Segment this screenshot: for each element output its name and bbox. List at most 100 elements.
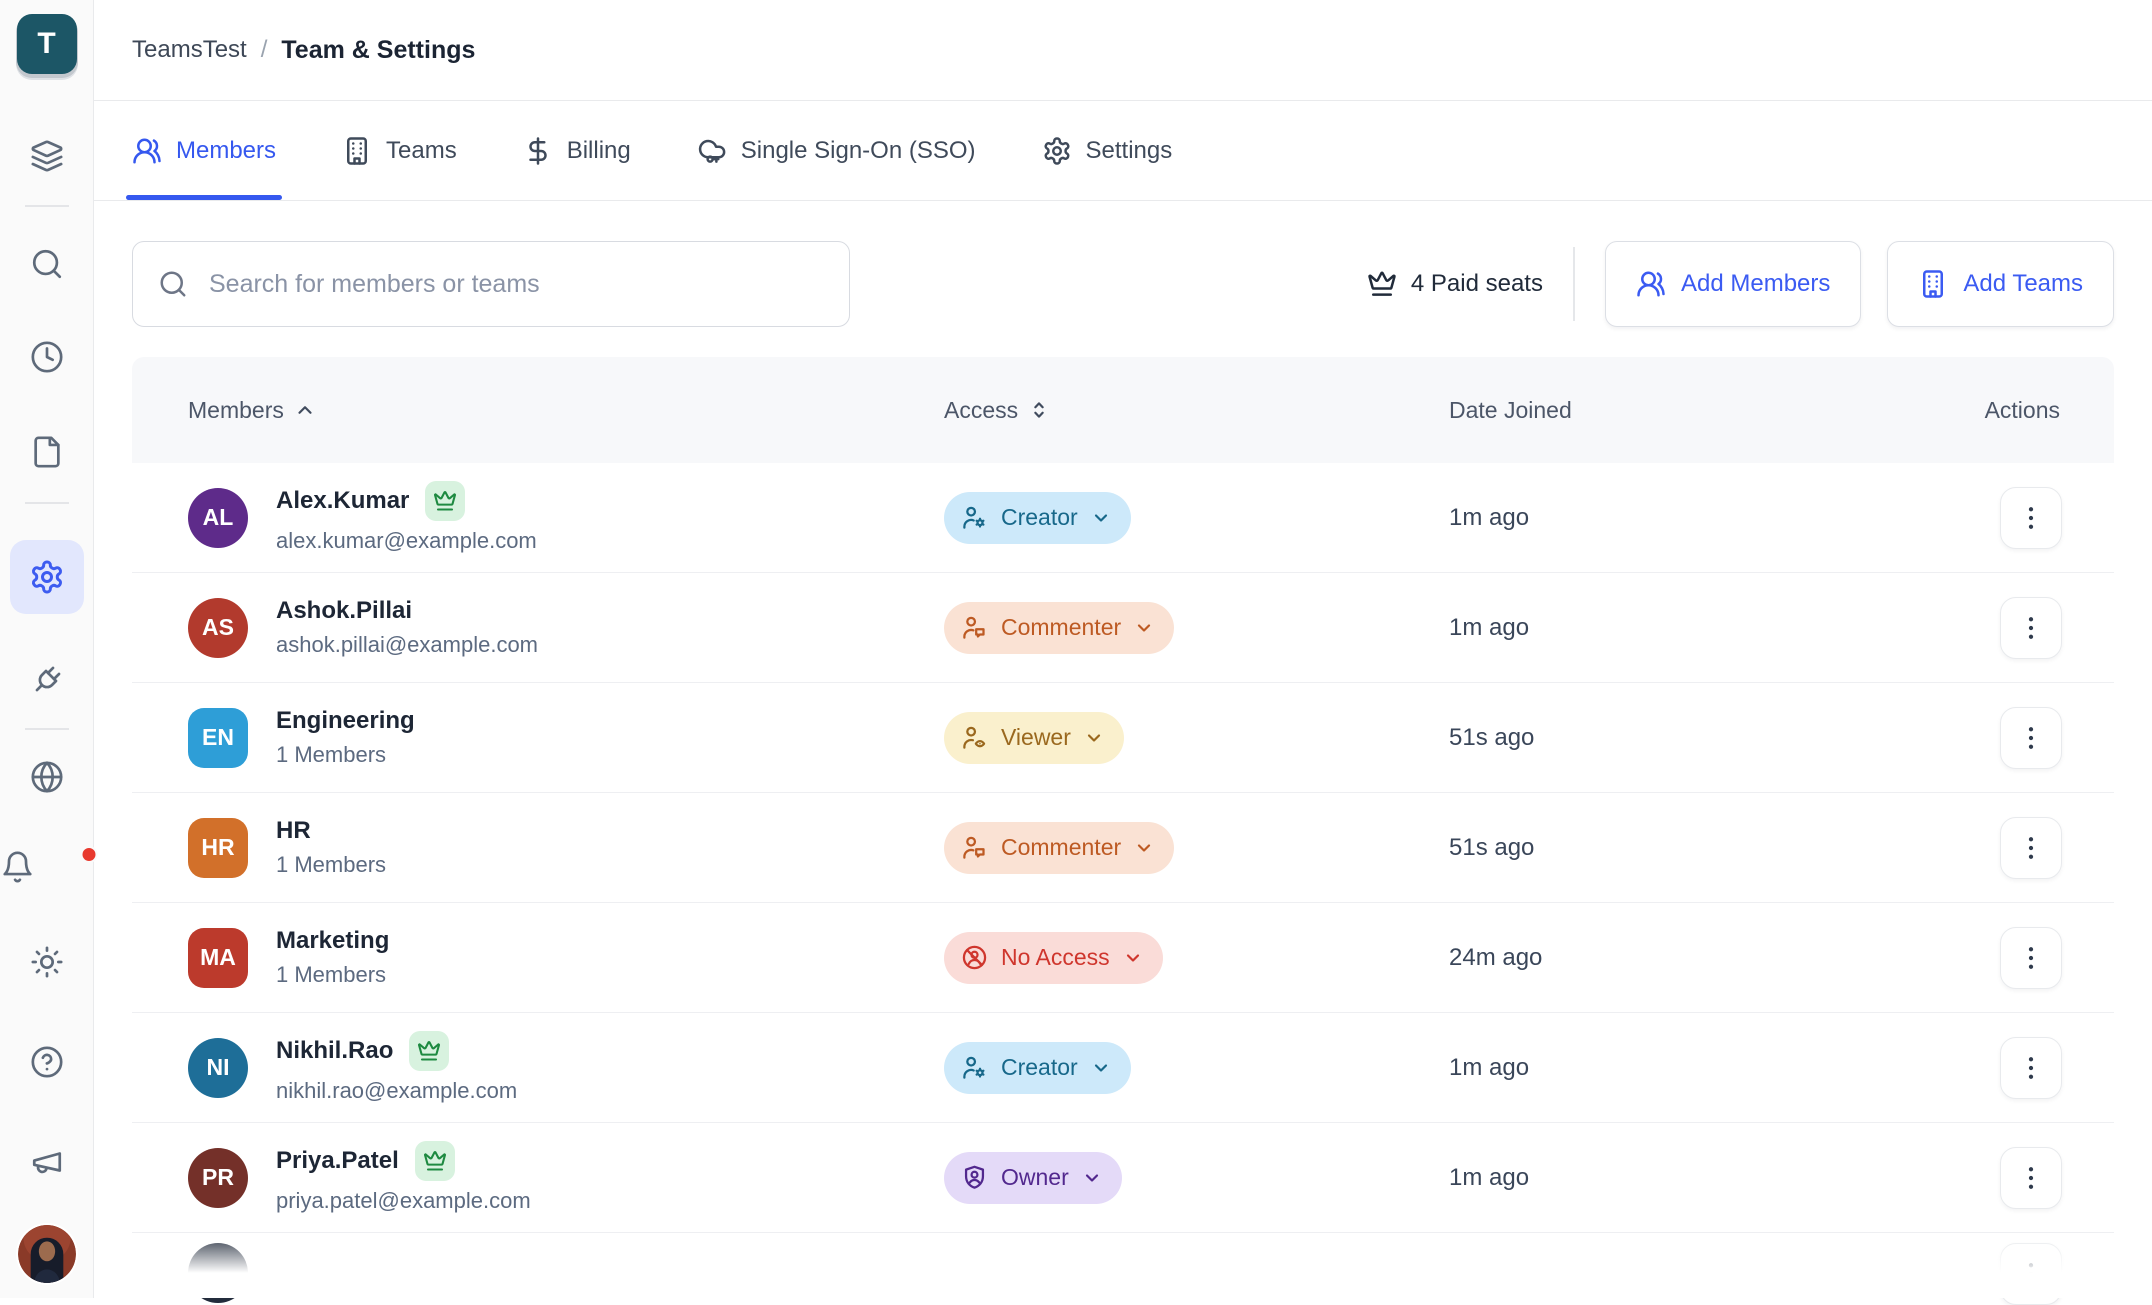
integrations-plug-icon[interactable] — [30, 663, 64, 697]
access-role-icon — [961, 504, 988, 531]
access-dropdown[interactable]: Commenter — [944, 602, 1174, 654]
table-row: NI Nikhil.Rao nikhil.rao@example.com Cre… — [132, 1013, 2114, 1123]
date-joined: 1m ago — [1449, 504, 1964, 532]
access-dropdown[interactable]: No Access — [944, 932, 1163, 984]
access-role-icon — [961, 944, 988, 971]
breadcrumb-separator: / — [261, 36, 268, 64]
row-actions-button[interactable] — [2000, 597, 2062, 659]
avatar — [188, 1243, 248, 1303]
sidebar-divider — [25, 205, 69, 207]
avatar-initials: AS — [202, 614, 234, 641]
breadcrumb: TeamsTest / Team & Settings — [94, 0, 2152, 101]
row-actions-button[interactable] — [2000, 927, 2062, 989]
column-access[interactable]: Access — [944, 397, 1449, 424]
avatar-initials: EN — [202, 724, 234, 751]
access-dropdown[interactable]: Creator — [944, 492, 1131, 544]
member-name: Nikhil.Rao — [276, 1037, 393, 1065]
tab-sso[interactable]: Single Sign-On (SSO) — [697, 101, 976, 200]
date-joined: 1m ago — [1449, 1054, 1964, 1082]
kebab-icon — [2016, 1163, 2046, 1193]
kebab-icon — [2016, 833, 2046, 863]
chevron-down-icon — [1123, 948, 1143, 968]
access-dropdown[interactable]: Viewer — [944, 712, 1124, 764]
users-icon — [1636, 269, 1666, 299]
date-joined: 1m ago — [1449, 614, 1964, 642]
toolbar: 4 Paid seats Add Members Add Teams — [132, 241, 2114, 327]
member-subtext: nikhil.rao@example.com — [276, 1078, 517, 1104]
search-icon — [158, 269, 188, 299]
date-joined: 1m ago — [1449, 1164, 1964, 1192]
breadcrumb-workspace[interactable]: TeamsTest — [132, 36, 247, 64]
access-role-icon — [961, 1164, 988, 1191]
file-icon[interactable] — [30, 435, 64, 469]
member-name: Engineering — [276, 707, 415, 735]
add-members-button[interactable]: Add Members — [1605, 241, 1861, 327]
tab-teams[interactable]: Teams — [342, 101, 457, 200]
users-icon — [132, 136, 162, 166]
date-joined: 51s ago — [1449, 834, 1964, 862]
add-teams-button[interactable]: Add Teams — [1887, 241, 2114, 327]
layers-icon[interactable] — [30, 139, 64, 173]
tab-members[interactable]: Members — [132, 101, 276, 200]
chevron-down-icon — [1082, 1168, 1102, 1188]
access-role-icon — [961, 834, 988, 861]
avatar-initials: AL — [203, 504, 234, 531]
notifications-bell-icon[interactable] — [0, 850, 93, 884]
toolbar-divider — [1573, 247, 1575, 321]
member-subtext: priya.patel@example.com — [276, 1188, 531, 1214]
avatar: HR — [188, 818, 248, 878]
table-row: HR HR 1 Members Commenter 51s ago — [132, 793, 2114, 903]
row-actions-button[interactable] — [2000, 1243, 2062, 1305]
theme-sun-icon[interactable] — [30, 945, 64, 979]
avatar-initials: PR — [202, 1164, 234, 1191]
column-actions: Actions — [1964, 397, 2114, 424]
announcements-megaphone-icon[interactable] — [30, 1145, 64, 1179]
row-actions-button[interactable] — [2000, 1037, 2062, 1099]
member-name: HR — [276, 817, 311, 845]
table-row-partial — [132, 1233, 2114, 1299]
kebab-icon — [2016, 503, 2046, 533]
recent-clock-icon[interactable] — [30, 340, 64, 374]
search-icon[interactable] — [30, 247, 64, 281]
table-body: AL Alex.Kumar alex.kumar@example.com Cre… — [132, 463, 2114, 1233]
sidebar-divider — [25, 502, 69, 504]
row-actions-button[interactable] — [2000, 1147, 2062, 1209]
avatar-initials: MA — [200, 944, 236, 971]
dollar-icon — [523, 136, 553, 166]
crown-icon — [417, 1039, 441, 1063]
member-name: Marketing — [276, 927, 389, 955]
paid-crown-badge — [409, 1031, 449, 1071]
tab-billing[interactable]: Billing — [523, 101, 631, 200]
table-row: PR Priya.Patel priya.patel@example.com O… — [132, 1123, 2114, 1233]
avatar-photo — [18, 1225, 76, 1283]
help-icon[interactable] — [30, 1045, 64, 1079]
access-dropdown[interactable]: Commenter — [944, 822, 1174, 874]
access-dropdown[interactable]: Owner — [944, 1152, 1122, 1204]
avatar-initials: NI — [207, 1054, 230, 1081]
kebab-icon — [2016, 943, 2046, 973]
settings-gear-icon[interactable] — [10, 540, 84, 614]
member-name: Alex.Kumar — [276, 487, 409, 515]
globe-icon[interactable] — [30, 760, 64, 794]
settings-tabs: Members Teams Billing Single Sign-On (SS… — [94, 101, 2152, 201]
tab-settings[interactable]: Settings — [1042, 101, 1173, 200]
crown-icon — [433, 489, 457, 513]
row-actions-button[interactable] — [2000, 707, 2062, 769]
sort-asc-icon — [294, 399, 316, 421]
row-actions-button[interactable] — [2000, 487, 2062, 549]
search-input[interactable] — [132, 241, 850, 327]
crown-icon — [423, 1149, 447, 1173]
member-subtext: alex.kumar@example.com — [276, 528, 537, 554]
avatar: AS — [188, 598, 248, 658]
row-actions-button[interactable] — [2000, 817, 2062, 879]
chevron-down-icon — [1091, 1058, 1111, 1078]
column-members[interactable]: Members — [132, 397, 944, 424]
workspace-logo[interactable]: T — [17, 14, 77, 74]
member-subtext: 1 Members — [276, 742, 415, 768]
sort-icon — [1028, 399, 1050, 421]
members-table: Members Access Date Joined Actions AL — [132, 357, 2114, 1299]
access-dropdown[interactable]: Creator — [944, 1042, 1131, 1094]
column-date-joined: Date Joined — [1449, 397, 1964, 424]
user-profile-avatar[interactable] — [18, 1225, 76, 1283]
paid-seats-label: 4 Paid seats — [1411, 270, 1543, 298]
